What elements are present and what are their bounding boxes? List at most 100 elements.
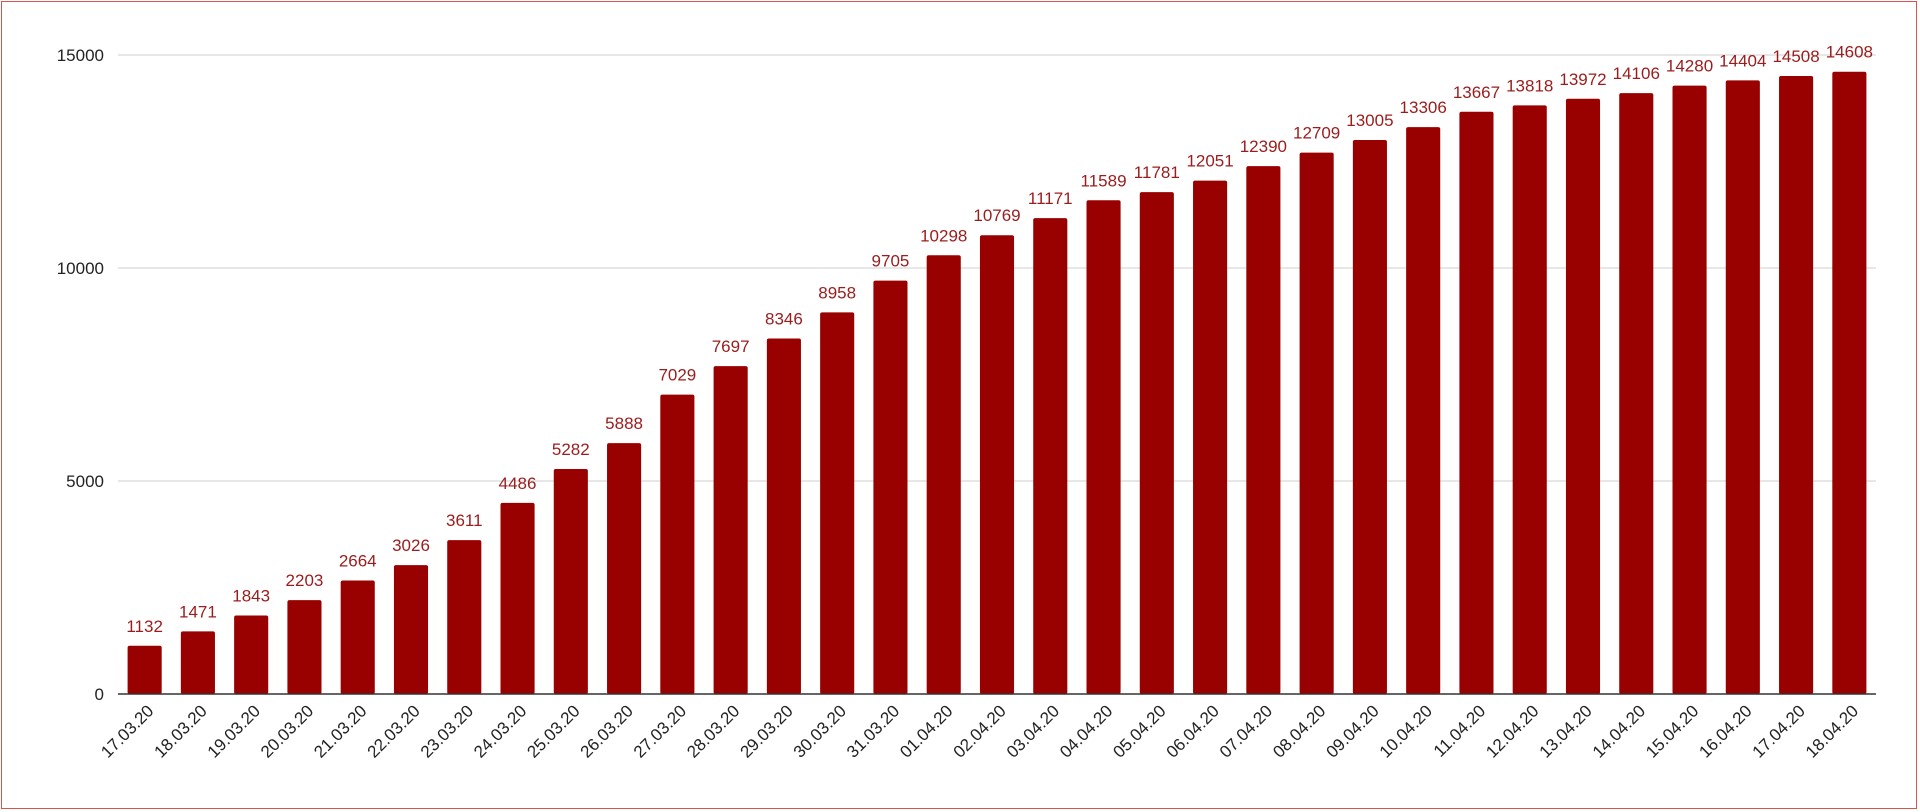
bar: [553, 468, 588, 694]
data-label: 11781: [1134, 163, 1180, 182]
x-tick-label: 23.03.20: [417, 701, 477, 761]
data-label: 13818: [1506, 76, 1553, 95]
data-label: 13005: [1346, 111, 1393, 130]
x-tick-label: 31.03.20: [843, 701, 903, 761]
data-label: 13306: [1400, 98, 1447, 117]
x-tick-label: 03.04.20: [1003, 701, 1063, 761]
bar: [1352, 139, 1387, 694]
y-tick-label: 10000: [57, 259, 104, 278]
bar: [1619, 93, 1654, 694]
bar: [979, 235, 1015, 694]
data-label: 5282: [552, 440, 590, 459]
x-tick-label: 18.04.20: [1802, 701, 1862, 761]
x-tick-label: 07.04.20: [1216, 701, 1276, 761]
bar: [1139, 192, 1174, 694]
bar: [1246, 166, 1281, 694]
data-label: 2664: [339, 552, 377, 571]
data-label: 5888: [605, 414, 643, 433]
bar: [1832, 71, 1867, 694]
data-label: 3611: [446, 511, 483, 530]
bar: [660, 394, 695, 694]
bar: [447, 540, 482, 694]
bar: [766, 338, 801, 694]
data-label: 1471: [179, 602, 217, 621]
x-tick-label: 02.04.20: [950, 701, 1010, 761]
x-tick-label: 30.03.20: [790, 701, 850, 761]
x-tick-label: 26.03.20: [577, 701, 637, 761]
x-tick-label: 17.04.20: [1749, 701, 1809, 761]
data-label: 14280: [1666, 57, 1713, 76]
data-label: 10769: [973, 206, 1020, 225]
data-label: 14508: [1772, 47, 1819, 66]
x-tick-label: 10.04.20: [1376, 701, 1436, 761]
data-labels: 1132 1471 1843 2203 2664 3026 3611 4486 5282 5888…: [126, 43, 1873, 636]
data-label: 11589: [1081, 171, 1127, 190]
x-tick-label: 24.03.20: [470, 701, 530, 761]
bar: [1725, 80, 1760, 695]
data-label: 7029: [658, 366, 696, 385]
x-tick-label: 16.04.20: [1695, 701, 1755, 761]
bar: [340, 580, 375, 694]
bar: [1086, 200, 1121, 694]
x-tick-label: 27.03.20: [630, 701, 690, 761]
x-tick-label: 11.04.20: [1430, 701, 1489, 760]
data-label: 8346: [765, 309, 803, 328]
x-tick-label: 14.04.20: [1589, 701, 1649, 761]
x-tick-label: 08.04.20: [1269, 701, 1329, 761]
bar: [713, 366, 748, 694]
data-label: 4486: [499, 474, 537, 493]
x-tick-label: 22.03.20: [364, 701, 424, 761]
y-tick-label: 5000: [66, 472, 104, 491]
bar: [1459, 111, 1494, 695]
bar: [127, 645, 162, 694]
bar: [393, 565, 429, 694]
x-tick-label: 05.04.20: [1109, 701, 1169, 761]
data-label: 9705: [872, 252, 910, 271]
bar: [1565, 98, 1601, 695]
x-tick-label: 19.03.20: [204, 701, 264, 761]
bar: [1512, 105, 1547, 694]
y-axis-ticks: 0 5000 10000 15000: [57, 46, 104, 704]
bar: [287, 600, 322, 694]
x-tick-label: 06.04.20: [1163, 701, 1223, 761]
bar: [607, 443, 642, 694]
bar: [873, 280, 908, 694]
data-label: 13972: [1559, 70, 1606, 89]
bar: [500, 502, 535, 694]
x-tick-label: 21.03.20: [310, 701, 370, 761]
x-tick-label: 20.03.20: [257, 701, 317, 761]
data-label: 14404: [1719, 51, 1766, 70]
y-tick-label: 0: [95, 685, 104, 704]
bar: [180, 631, 215, 694]
x-tick-label: 01.04.20: [896, 701, 956, 761]
x-tick-label: 29.03.20: [737, 701, 797, 761]
data-label: 2203: [286, 571, 324, 590]
x-tick-label: 15.04.20: [1642, 701, 1702, 761]
x-tick-label: 09.04.20: [1323, 701, 1383, 761]
data-label: 1132: [126, 617, 163, 636]
bar: [1033, 218, 1068, 694]
bar: [1779, 75, 1814, 694]
data-label: 13667: [1453, 83, 1500, 102]
bar: [1406, 127, 1441, 694]
data-label: 12709: [1293, 124, 1340, 143]
x-axis-ticks: 17.03.2018.03.2019.03.2020.03.2021.03.20…: [97, 701, 1862, 761]
data-label: 7697: [712, 337, 750, 356]
data-label: 1843: [232, 586, 270, 605]
x-tick-label: 13.04.20: [1536, 701, 1596, 761]
bar: [820, 312, 855, 694]
data-label: 12390: [1240, 137, 1287, 156]
data-label: 8958: [818, 283, 856, 302]
data-label: 3026: [392, 536, 430, 555]
x-tick-label: 17.03.20: [97, 701, 157, 761]
bar: [1193, 180, 1228, 695]
x-tick-label: 18.03.20: [151, 701, 211, 761]
x-tick-label: 04.04.20: [1056, 701, 1116, 761]
data-label: 11171: [1028, 189, 1073, 208]
y-tick-label: 15000: [57, 46, 104, 65]
data-label: 10298: [920, 226, 967, 245]
data-label: 12051: [1186, 152, 1233, 171]
bars: [127, 71, 1867, 695]
